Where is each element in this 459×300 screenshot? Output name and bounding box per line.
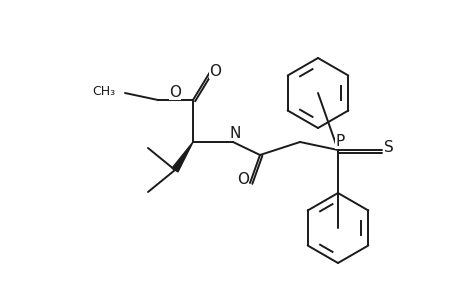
Text: P: P [335, 134, 344, 148]
Text: O: O [236, 172, 248, 187]
Polygon shape [172, 142, 193, 172]
Text: S: S [383, 140, 393, 154]
Text: CH₃: CH₃ [92, 85, 115, 98]
Text: O: O [168, 85, 180, 100]
Text: O: O [208, 64, 220, 79]
Text: N: N [229, 125, 240, 140]
